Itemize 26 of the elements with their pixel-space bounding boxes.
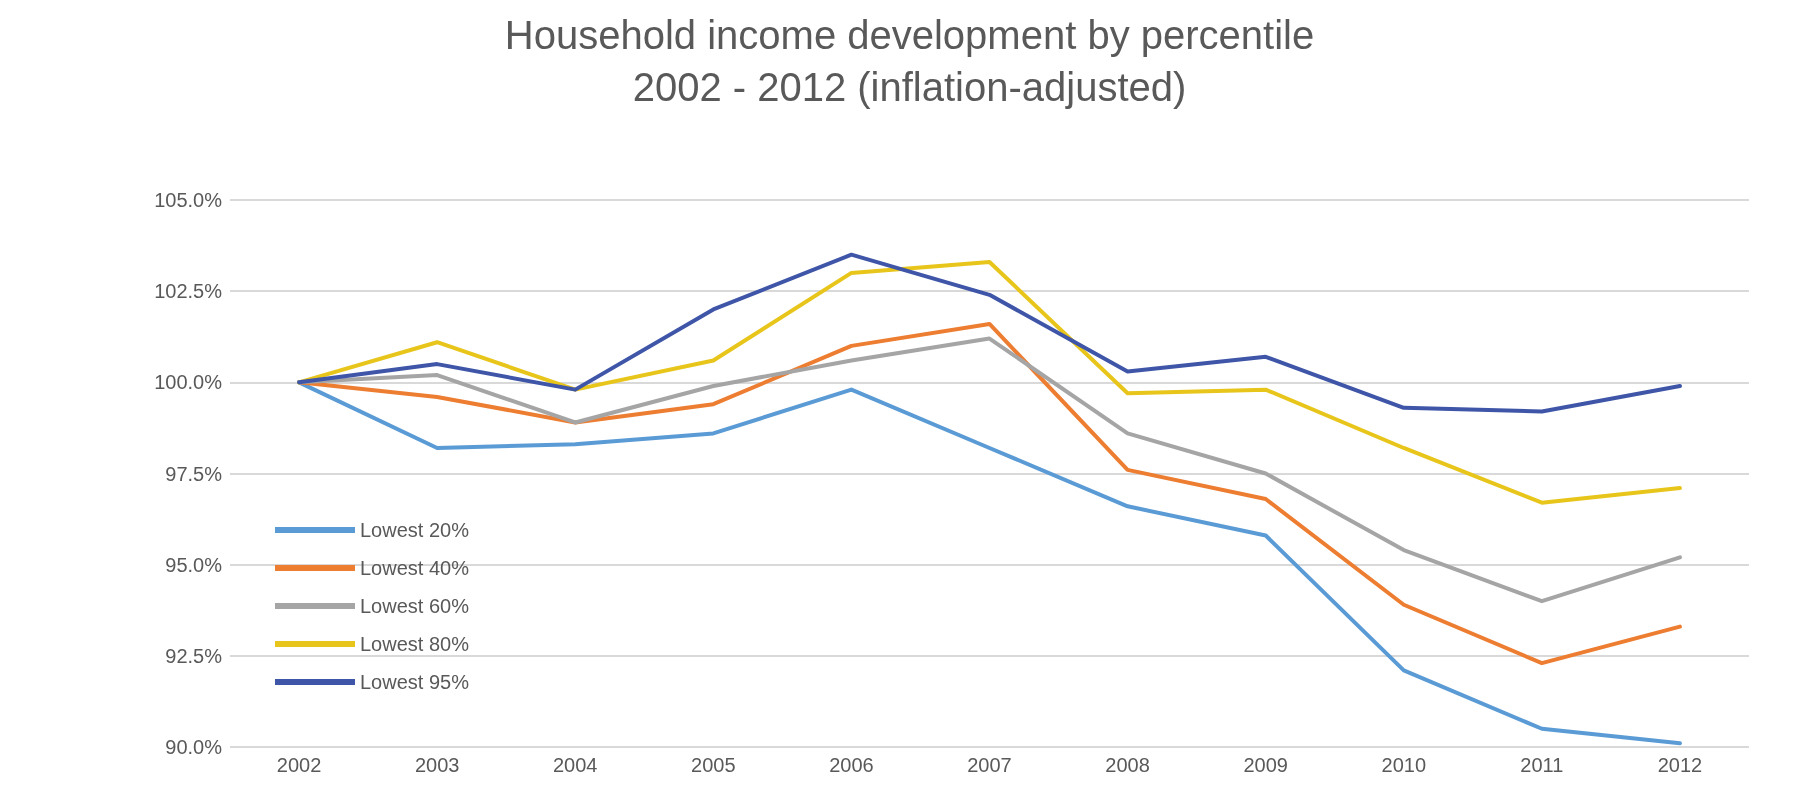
x-tick-label: 2012 [1657, 754, 1703, 776]
x-tick-label: 2006 [829, 754, 874, 776]
chart-title: Household income development by percentile [504, 13, 1315, 57]
x-tick-label: 2003 [414, 754, 460, 776]
x-tick-label: 2011 [1520, 754, 1564, 776]
legend-label: Lowest 40% [360, 557, 470, 579]
legend-label: Lowest 95% [360, 671, 470, 693]
y-tick-label: 97.5% [165, 462, 223, 485]
y-tick-label: 90.0% [165, 736, 223, 758]
y-tick-label: 105.0% [154, 189, 223, 211]
legend-label: Lowest 80% [360, 633, 470, 655]
line-series [297, 252, 1682, 414]
x-tick-label: 2008 [1105, 754, 1150, 776]
legend-label: Lowest 60% [360, 595, 470, 617]
x-tick-label: 2002 [276, 754, 322, 776]
y-tick-label: 92.5% [165, 644, 223, 667]
y-tick-label: 100.0% [154, 371, 223, 394]
y-tick-label: 95.0% [165, 553, 223, 576]
legend-label: Lowest 20% [360, 519, 470, 541]
x-tick-label: 2004 [552, 754, 598, 776]
chart-subtitle: 2002 - 2012 (inflation-adjusted) [632, 65, 1187, 109]
x-tick-label: 2007 [967, 754, 1012, 776]
x-tick-label: 2009 [1243, 754, 1288, 776]
y-tick-label: 102.5% [154, 280, 223, 303]
x-tick-label: 2005 [691, 754, 736, 776]
x-tick-label: 2010 [1381, 754, 1427, 776]
